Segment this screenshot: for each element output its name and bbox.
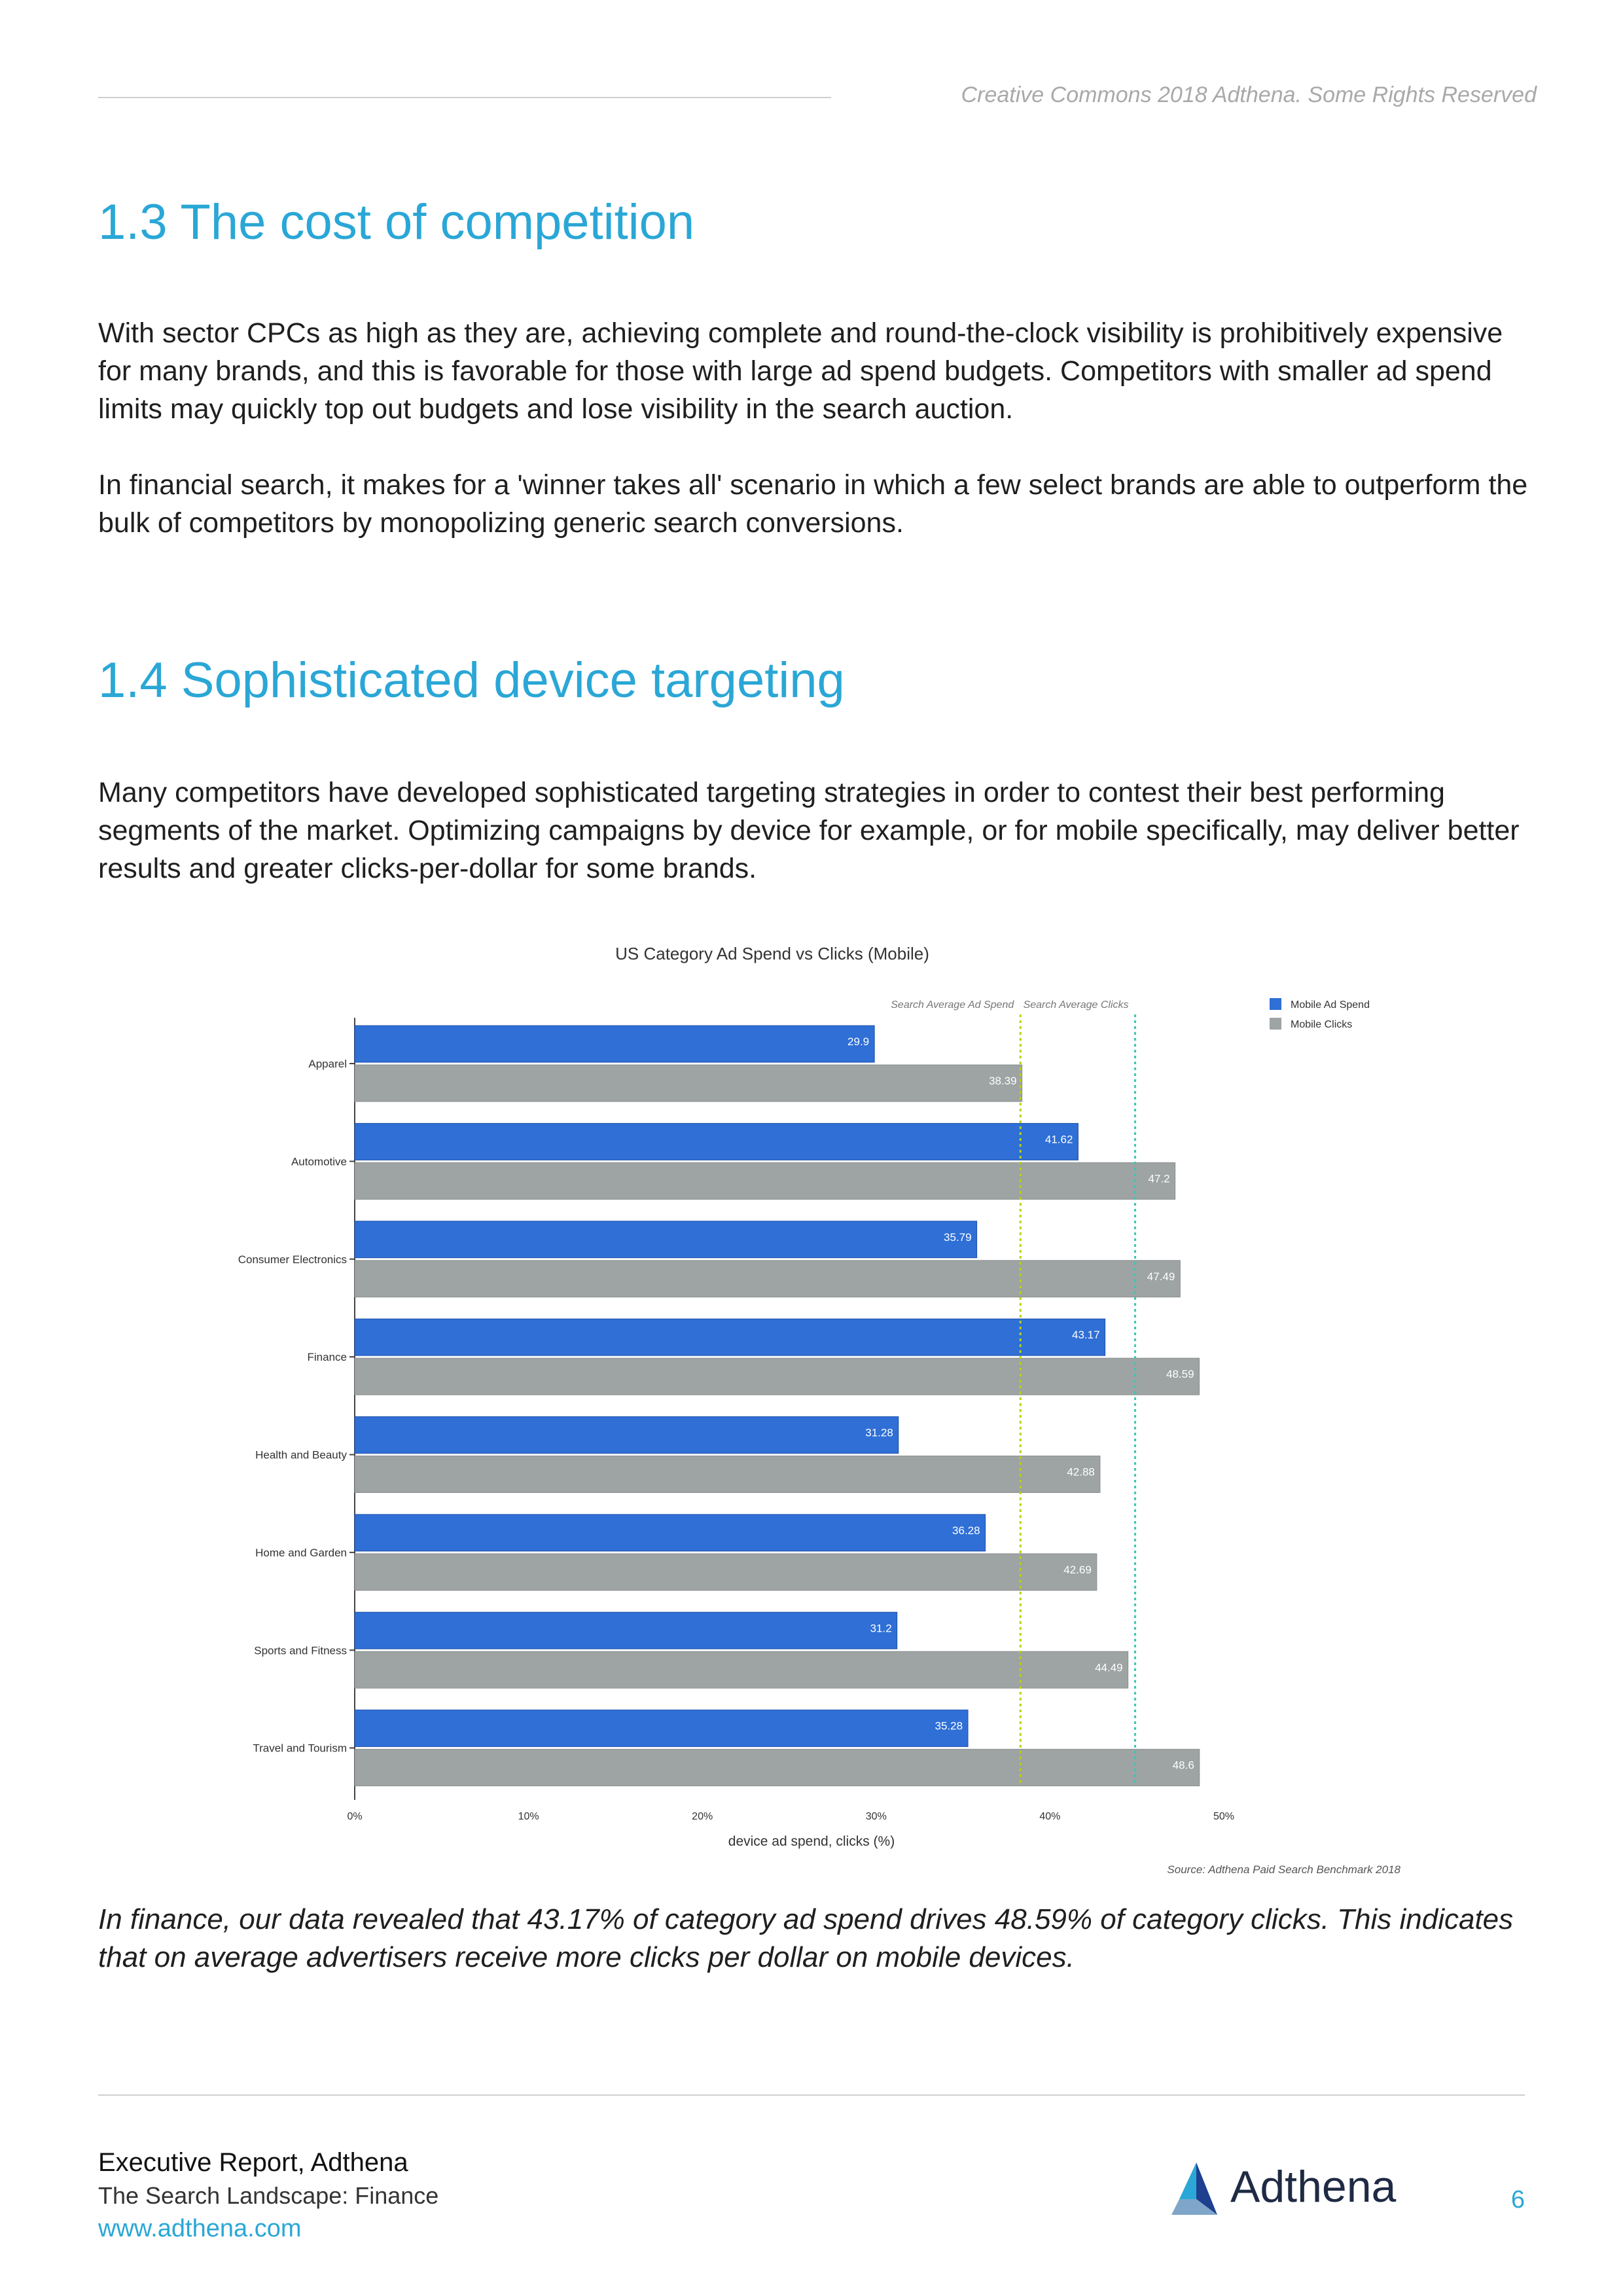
chart-title: US Category Ad Spend vs Clicks (Mobile) [615,944,929,963]
footer-report-title: Executive Report, Adthena [98,2148,408,2177]
ad-spend-value-label: 36.28 [952,1524,980,1537]
clicks-value-label: 48.59 [1166,1368,1194,1380]
footer-website-link[interactable]: www.adthena.com [98,2215,302,2242]
chart-canvas: US Category Ad Spend vs Clicks (Mobile) … [238,944,1401,1876]
chart-x-tick-label: 50% [1213,1811,1234,1822]
chart-x-tick-label: 30% [866,1811,887,1822]
average-clicks-label: Search Average Clicks [1024,999,1129,1011]
adthena-logo-icon [1171,2162,1217,2215]
clicks-value-label: 47.49 [1147,1270,1175,1283]
chart-category-label: Home and Garden [255,1547,347,1559]
legend-swatch [1270,998,1281,1010]
ad-spend-value-label: 35.79 [944,1231,972,1244]
ad-spend-bar [354,1318,1106,1356]
copyright-note: Creative Commons 2018 Adthena. Some Righ… [961,82,1537,107]
chart-x-tick-label: 20% [692,1811,713,1822]
ad-spend-value-label: 29.9 [847,1035,869,1048]
chart-caption: In finance, our data revealed that 43.17… [98,1903,1514,1973]
ad-spend-bar [354,1514,986,1552]
chart-category-label: Finance [308,1351,347,1363]
clicks-bar [354,1357,1200,1395]
ad-spend-bar [354,1611,898,1649]
clicks-bar [354,1260,1181,1298]
legend-label: Mobile Clicks [1291,1019,1352,1030]
clicks-bar [354,1162,1176,1200]
clicks-value-label: 38.39 [989,1075,1017,1087]
chart-source: Source: Adthena Paid Search Benchmark 20… [1167,1863,1400,1876]
ad-spend-value-label: 35.28 [935,1720,963,1732]
adthena-logo: Adthena [1165,2160,1414,2219]
ad-spend-vs-clicks-chart: US Category Ad Spend vs Clicks (Mobile) … [196,923,1427,1892]
clicks-bar [354,1456,1101,1493]
paragraph-cost-2: In financial search, it makes for a 'win… [98,469,1528,539]
header-rule [98,97,831,98]
ad-spend-value-label: 41.62 [1045,1133,1073,1145]
clicks-value-label: 48.6 [1173,1759,1194,1772]
chart-category-label: Sports and Fitness [254,1644,347,1657]
clicks-value-label: 42.69 [1063,1564,1092,1576]
ad-spend-value-label: 31.2 [870,1622,892,1634]
footer-report-subtitle: The Search Landscape: Finance [98,2182,439,2209]
chart-category-label: Travel and Tourism [253,1742,347,1755]
ad-spend-bar [354,1221,978,1259]
ad-spend-bar [354,1416,899,1454]
section-title-device-targeting: 1.4 Sophisticated device targeting [98,653,845,708]
brand-name: Adthena [1230,2162,1397,2212]
chart-category-label: Apparel [308,1058,347,1070]
ad-spend-bar [354,1025,875,1063]
chart-category-label: Automotive [291,1155,347,1168]
clicks-value-label: 47.2 [1149,1172,1170,1185]
chart-x-tick-label: 0% [347,1811,362,1822]
clicks-bar [354,1749,1200,1787]
legend-swatch [1270,1018,1281,1030]
section-title-cost-of-competition: 1.3 The cost of competition [98,194,695,250]
paragraph-cost-1: With sector CPCs as high as they are, ac… [98,317,1503,425]
ad-spend-value-label: 43.17 [1072,1329,1100,1341]
chart-x-axis-label: device ad spend, clicks (%) [728,1834,895,1849]
ad-spend-bar [354,1710,969,1748]
footer-rule [98,2094,1525,2096]
paragraph-device-targeting: Many competitors have developed sophisti… [98,777,1520,884]
average-ad-spend-label: Search Average Ad Spend [891,999,1014,1011]
clicks-bar [354,1651,1129,1689]
page-number: 6 [1510,2186,1525,2214]
chart-category-label: Health and Beauty [255,1449,347,1462]
clicks-bar [354,1553,1097,1591]
ad-spend-value-label: 31.28 [865,1427,893,1439]
chart-category-label: Consumer Electronics [238,1253,347,1266]
chart-plot-area: 0% 10% 20% 30% 40% 50% 29.9 38.39 Apparel 41.62 47… [238,998,1370,1822]
ad-spend-bar [354,1122,1079,1160]
legend-label: Mobile Ad Spend [1291,999,1370,1011]
chart-x-tick-label: 10% [518,1811,539,1822]
clicks-value-label: 42.88 [1067,1466,1095,1479]
clicks-value-label: 44.49 [1095,1661,1123,1674]
clicks-bar [354,1064,1023,1102]
chart-x-tick-label: 40% [1039,1811,1060,1822]
